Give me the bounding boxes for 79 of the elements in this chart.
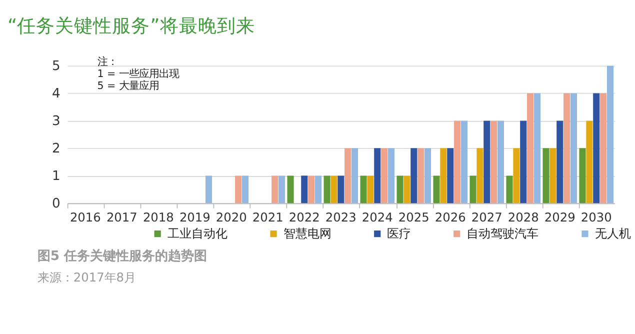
x-tick-label: 2017 (106, 210, 138, 224)
bar (564, 93, 570, 204)
bar (542, 148, 550, 204)
x-tick-label: 2026 (434, 210, 466, 224)
bar (351, 148, 358, 204)
x-tick-label: 2016 (70, 210, 101, 224)
y-tick-label: 3 (52, 114, 60, 129)
bar (367, 176, 374, 204)
y-tick-label: 4 (52, 86, 60, 102)
x-tick-label: 2024 (362, 210, 394, 224)
bar (344, 148, 352, 204)
bar (242, 176, 249, 204)
bar (490, 120, 498, 204)
bar (593, 93, 600, 204)
bar (388, 148, 395, 204)
bar (440, 148, 447, 204)
annotation: 注： 1 = 一些应用出现 5 = 大量应用 (97, 56, 179, 92)
bar (447, 148, 454, 204)
bar (272, 176, 278, 204)
x-tick-label: 2020 (216, 210, 247, 224)
x-tick-label: 2022 (288, 210, 320, 224)
x-tick-label: 2027 (471, 210, 502, 224)
bar (460, 120, 468, 204)
x-tick-label: 2029 (544, 210, 576, 224)
legend-label: 医疗 (387, 226, 412, 241)
caption: 图5 任务关键性服务的趋势图 (37, 248, 208, 264)
bar (497, 120, 504, 204)
x-tick-label: 2028 (508, 210, 539, 224)
bar (360, 176, 367, 204)
x-tick-label: 2030 (580, 210, 612, 224)
bar (579, 148, 586, 204)
bar (338, 176, 344, 204)
bar (396, 176, 404, 204)
y-tick-label: 1 (52, 168, 60, 184)
bar (520, 120, 527, 204)
legend-label: 智慧电网 (283, 226, 332, 241)
legend-label: 无人机 (594, 226, 631, 241)
legend-label: 工业自动化 (167, 226, 228, 241)
bar (278, 176, 286, 204)
bar (606, 66, 614, 204)
bar (235, 176, 242, 204)
bar (470, 176, 476, 204)
bar (301, 176, 308, 204)
bar (570, 93, 578, 204)
legend-label: 自动驾驶汽车 (466, 226, 539, 241)
bar (527, 93, 534, 204)
bar (287, 176, 294, 204)
bar (586, 120, 593, 204)
bar (205, 176, 212, 204)
y-tick-label: 5 (52, 58, 60, 74)
bar (550, 148, 556, 204)
bar (534, 93, 541, 204)
bar (374, 148, 381, 204)
bar (506, 176, 513, 204)
bar (556, 120, 564, 204)
x-tick-label: 2025 (398, 210, 430, 224)
bar (381, 148, 388, 204)
x-tick-label: 2021 (252, 210, 284, 224)
bar (433, 176, 440, 204)
y-tick-label: 0 (52, 196, 60, 212)
y-tick-label: 2 (52, 141, 60, 156)
bar (314, 176, 322, 204)
x-tick-label: 2019 (179, 210, 210, 224)
bar (424, 148, 432, 204)
bar (454, 120, 461, 204)
bar (476, 148, 484, 204)
bar (513, 148, 520, 204)
bar (404, 176, 410, 204)
chart-title: “任务关键性服务”将最晚到来 (7, 16, 255, 38)
bar (484, 120, 490, 204)
x-tick-label: 2018 (142, 210, 174, 224)
x-tick-label: 2023 (325, 210, 356, 224)
bar (308, 176, 315, 204)
bar (324, 176, 330, 204)
source-note: 来源：2017年8月 (37, 270, 136, 285)
bar (418, 148, 424, 204)
bar (410, 148, 418, 204)
bar (600, 93, 607, 204)
bar (330, 176, 338, 204)
